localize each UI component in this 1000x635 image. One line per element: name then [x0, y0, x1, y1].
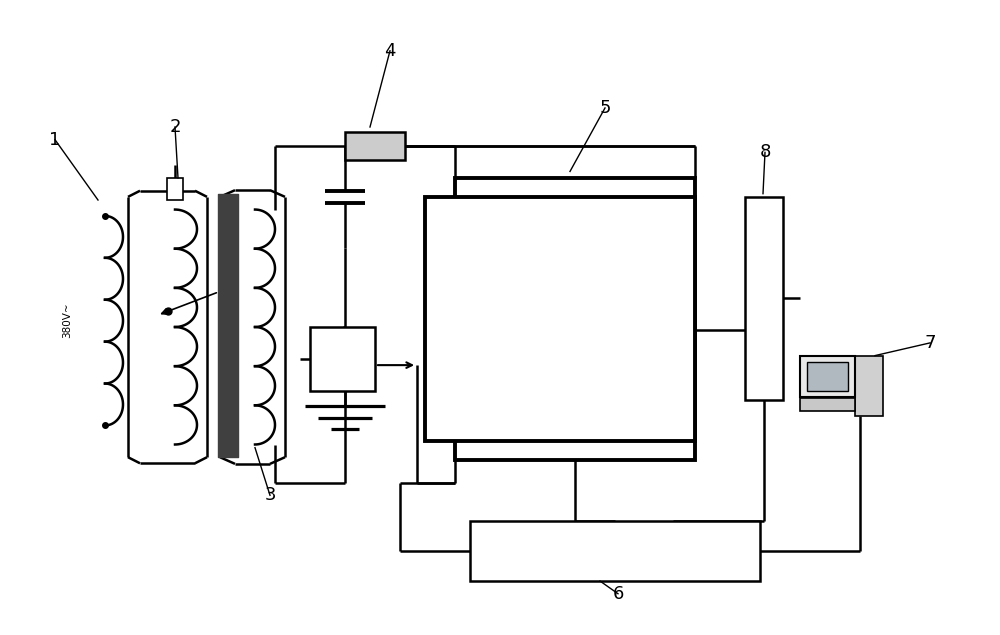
- Bar: [855, 356, 883, 416]
- Bar: [800, 398, 855, 411]
- Bar: [745, 197, 783, 400]
- Text: 7: 7: [924, 334, 936, 352]
- Bar: [807, 362, 848, 391]
- Bar: [167, 178, 183, 200]
- Bar: [470, 521, 760, 581]
- Bar: [455, 178, 695, 460]
- Text: 3: 3: [264, 486, 276, 504]
- Text: 6: 6: [612, 585, 624, 603]
- Text: 1: 1: [49, 131, 61, 149]
- Bar: [425, 197, 695, 441]
- Text: 5: 5: [599, 99, 611, 117]
- Text: 380V~: 380V~: [62, 303, 72, 338]
- Bar: [800, 356, 855, 397]
- Bar: [310, 327, 375, 391]
- Text: 2: 2: [169, 118, 181, 136]
- Bar: [345, 131, 405, 160]
- Text: 4: 4: [384, 42, 396, 60]
- Text: 8: 8: [759, 144, 771, 161]
